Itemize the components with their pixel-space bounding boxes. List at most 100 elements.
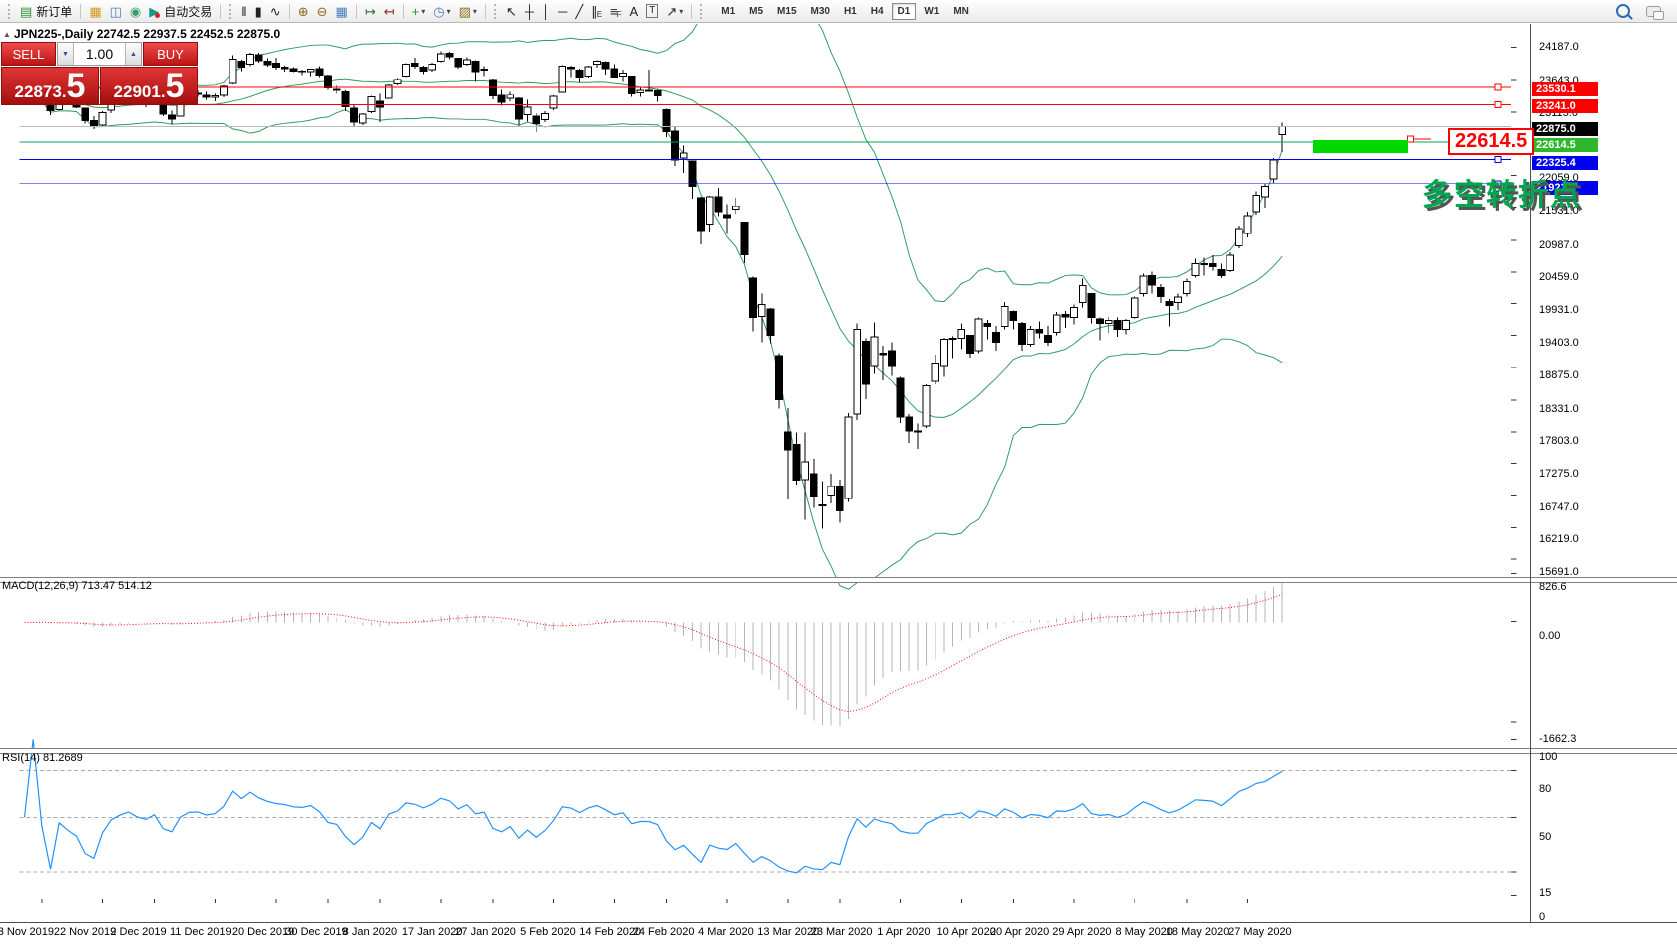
date-tick-label: 4 Mar 2020 — [698, 926, 754, 938]
date-tick-label: 29 Apr 2020 — [1052, 926, 1112, 938]
date-tick-label: 11 Dec 2019 — [170, 926, 232, 938]
new-chart-button[interactable]: ▦ — [86, 2, 104, 21]
price-level-badge: 22614.5 — [1532, 138, 1598, 153]
macd-panel-splitter[interactable] — [0, 577, 1677, 583]
buy-button[interactable]: BUY — [143, 42, 198, 66]
arrows-button[interactable]: ↗ ▾ — [663, 2, 686, 21]
chart-shift-button[interactable]: ↤ — [381, 2, 398, 21]
timeframe-button-d1[interactable]: D1 — [891, 2, 917, 20]
tile-windows-button[interactable]: ▦ — [333, 2, 351, 21]
search-icon[interactable] — [1616, 4, 1630, 18]
crosshair-button[interactable]: ┼ — [522, 2, 537, 21]
date-tick-label: 24 Feb 2020 — [632, 926, 695, 938]
one-click-trading-panel: SELL ▼ 1.00 ▲ BUY 22873. 5 22901. 5 — [1, 42, 198, 105]
date-tick-label: 14 Feb 2020 — [579, 926, 642, 938]
timeframe-button-m5[interactable]: M5 — [749, 5, 764, 17]
price-level-badge: 21923.8 — [1532, 180, 1598, 195]
trendline-button[interactable]: ╱ — [572, 2, 586, 21]
timeframe-button-h1[interactable]: H1 — [843, 5, 857, 17]
chat-icon[interactable] — [1646, 5, 1664, 20]
date-tick-label: 5 Feb 2020 — [520, 926, 576, 938]
price-tick-label: 19403.0 — [1539, 336, 1579, 349]
price-axis[interactable]: 24187.023643.023115.022587.022059.021531… — [1531, 24, 1677, 945]
profiles-button[interactable]: ◫ — [107, 2, 125, 21]
price-level-badge: 22875.0 — [1532, 122, 1598, 137]
line-chart-button[interactable]: ∿ — [267, 2, 284, 21]
sell-price-main: 22873 — [14, 82, 62, 101]
arrows-icon: ↗ — [666, 3, 678, 19]
timeframe-button-w1[interactable]: W1 — [924, 5, 940, 17]
toolbar-sep — [355, 3, 357, 19]
autotrading-icon: ▶ — [149, 3, 160, 19]
timeframe-button-h4[interactable]: H4 — [870, 5, 884, 17]
channel-button[interactable]: ∥ E — [588, 2, 605, 21]
date-tick-label: 20 Dec 2019 — [231, 926, 295, 938]
timeframe-button-m30[interactable]: M30 — [810, 5, 830, 17]
timeframe-button-m15[interactable]: M15 — [777, 5, 797, 17]
volume-input[interactable]: 1.00 — [74, 43, 125, 65]
horizontal-line-button[interactable]: ─ — [555, 2, 570, 21]
zoom-out-button[interactable]: ⊖ — [314, 2, 331, 21]
date-tick-label: 10 Apr 2020 — [936, 926, 996, 938]
templates-dropdown[interactable]: ▾ — [472, 6, 477, 16]
candlestick-chart-button[interactable]: ▮ — [252, 2, 265, 21]
crosshair-icon: ┼ — [524, 3, 535, 19]
sell-button[interactable]: SELL — [1, 42, 56, 66]
chart-ohlc-header: JPN225-,Daily 22742.5 22937.5 22452.5 22… — [14, 27, 281, 41]
fibonacci-button[interactable]: ≡ F — [607, 2, 624, 21]
profiles-icon: ◫ — [109, 3, 122, 19]
price-tick-label: 16219.0 — [1539, 533, 1579, 546]
periods-dropdown[interactable]: ▾ — [446, 6, 451, 16]
toolbar-grip — [493, 3, 498, 19]
date-tick-label: 20 Apr 2020 — [989, 926, 1050, 938]
buy-price-display[interactable]: 22901. 5 — [100, 67, 198, 105]
new-order-button[interactable]: ▤ 新订单 — [17, 2, 75, 21]
auto-scroll-button[interactable]: ↦ — [362, 2, 379, 21]
autotrading-button[interactable]: ▶ 自动交易 — [146, 2, 215, 21]
volume-increase-button[interactable]: ▲ — [125, 43, 141, 65]
cursor-button[interactable]: ↖ — [503, 2, 520, 21]
timeframe-button-mn[interactable]: MN — [953, 5, 969, 17]
volume-stepper: ▼ 1.00 ▲ — [57, 42, 142, 66]
toolbar-sep — [80, 3, 82, 19]
date-tick-label: 8 Jan 2020 — [342, 926, 398, 938]
sell-price-dot: . — [61, 82, 67, 101]
sell-price-display[interactable]: 22873. 5 — [1, 67, 99, 105]
zoom-out-icon: ⊖ — [316, 3, 328, 19]
timeframe-button-m1[interactable]: M1 — [721, 5, 736, 17]
price-tick-label: 15691.0 — [1539, 566, 1579, 578]
tile-windows-icon: ▦ — [335, 3, 348, 19]
arrows-dropdown[interactable]: ▾ — [679, 6, 684, 16]
text-label-button[interactable]: T — [643, 2, 661, 21]
price-chart-canvas[interactable] — [0, 24, 1545, 945]
periods-button[interactable]: ◷ ▾ — [430, 2, 453, 21]
price-tick-label: 18331.0 — [1539, 402, 1579, 415]
vertical-line-button[interactable]: │ — [539, 2, 553, 21]
date-tick-label: 2 Dec 2019 — [110, 926, 167, 938]
volume-decrease-button[interactable]: ▼ — [58, 43, 74, 65]
zoom-in-button[interactable]: ⊕ — [295, 2, 312, 21]
bar-chart-button[interactable]: ‖ — [238, 2, 249, 21]
periods-icon: ◷ — [433, 3, 445, 19]
turning-point-annotation[interactable]: 多空转折点 — [1422, 179, 1582, 212]
price-tick-label: 18875.0 — [1539, 369, 1579, 382]
price-callout-label[interactable]: 22614.5 — [1448, 128, 1535, 155]
macd-axis-label: 0.00 — [1539, 630, 1561, 642]
indicators-dropdown[interactable]: ▾ — [421, 6, 426, 16]
signals-button[interactable]: ◉ — [127, 2, 144, 21]
toolbar-grip — [700, 3, 704, 19]
indicators-button[interactable]: + ▾ — [409, 2, 429, 21]
channel-icon: ∥ — [591, 3, 598, 19]
sell-price-big-digit: 5 — [66, 67, 86, 105]
rsi-panel-splitter[interactable] — [0, 748, 1677, 754]
main-toolbar: ▤ 新订单 ▦ ◫ ◉ ▶ 自动交易 ‖ ▮ ∿ ⊕ ⊖ ▦ ↦ ↤ + ▾ ◷ ▾ ▨ ▾ ↖ ┼ │ ─ ╱ ∥ E ≡ F A T ↗ ▾ … — [0, 0, 1677, 23]
templates-button[interactable]: ▨ ▾ — [456, 2, 480, 21]
text-button[interactable]: A — [627, 2, 642, 21]
toolbar-sep — [402, 3, 404, 19]
price-tick-label: 21531.0 — [1539, 205, 1579, 218]
price-level-badge: 22325.4 — [1532, 156, 1598, 171]
date-tick-label: 18 May 2020 — [1165, 926, 1230, 938]
highlight-rectangle[interactable] — [1313, 140, 1408, 153]
